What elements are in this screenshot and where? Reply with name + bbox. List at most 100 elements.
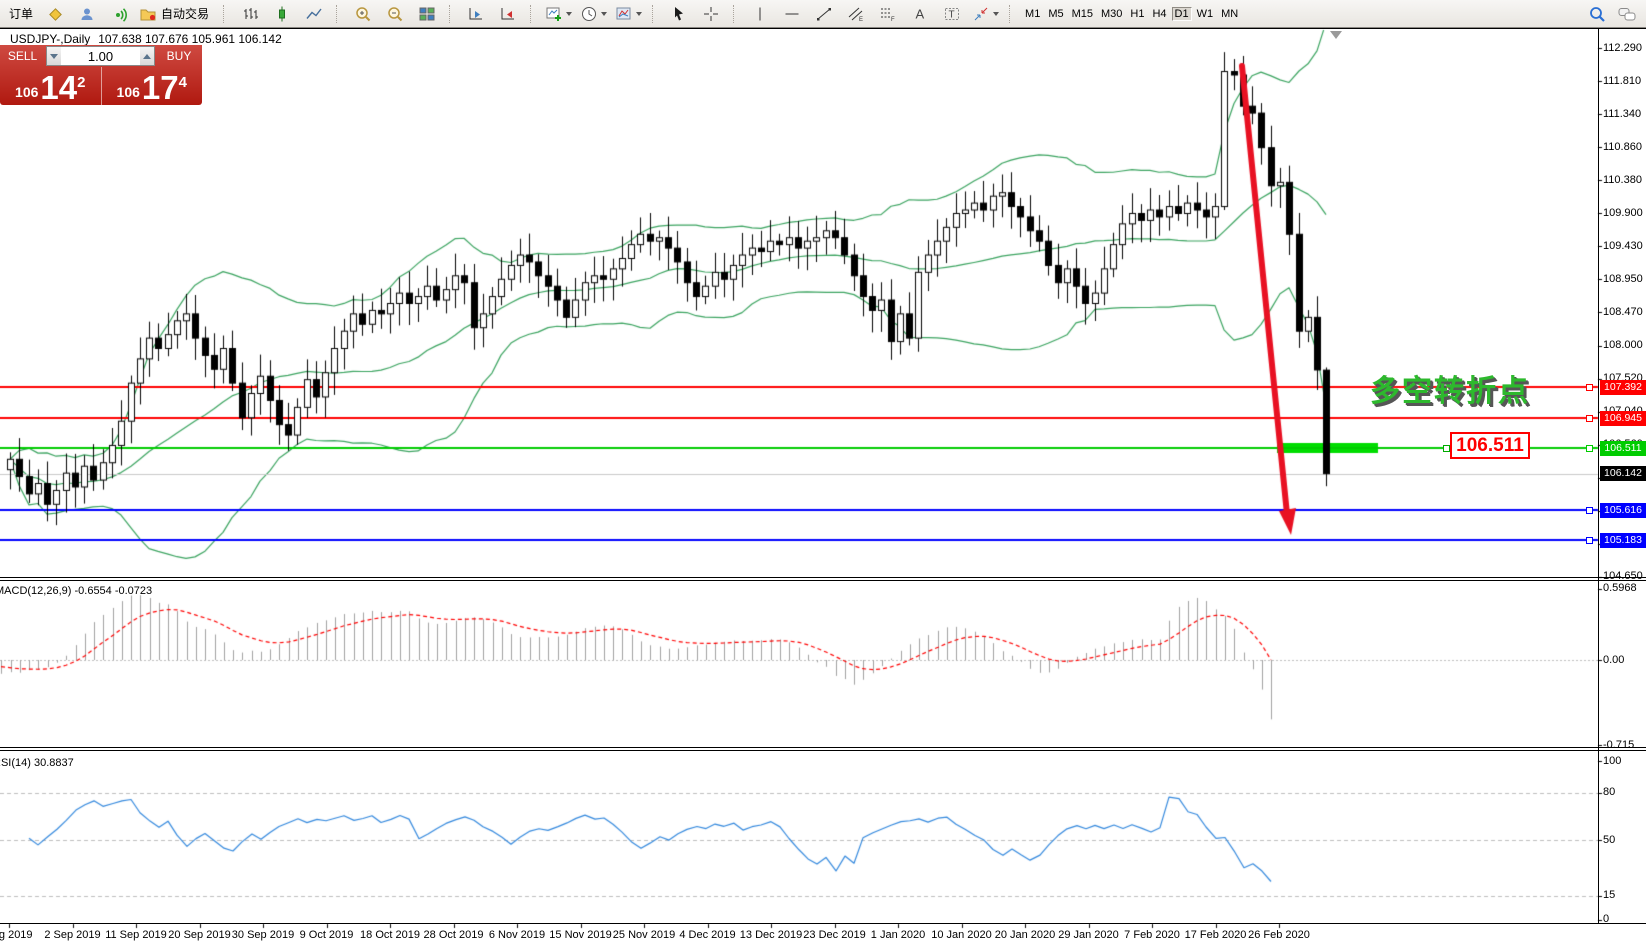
fibonacci-button[interactable]: F <box>873 2 903 26</box>
text-button[interactable]: A <box>905 2 935 26</box>
horizontal-line-button[interactable] <box>777 2 807 26</box>
line-endpoint-marker[interactable] <box>1586 414 1593 422</box>
timeframe-group: M1 M5 M15 M30 H1 H4 D1 W1 MN <box>1021 4 1242 24</box>
line-endpoint-marker[interactable] <box>1586 536 1593 544</box>
panel-separator[interactable] <box>0 750 1646 751</box>
price-axis-tick: 108.000 <box>1603 339 1643 352</box>
sell-button[interactable]: SELL <box>7 49 38 63</box>
hosting-cloud-icon <box>81 8 93 20</box>
search-button[interactable] <box>1582 2 1612 26</box>
line-endpoint-marker[interactable] <box>1586 506 1593 514</box>
text-label-button[interactable]: T <box>937 2 967 26</box>
signals-button[interactable] <box>104 2 134 26</box>
date-axis-label: 10 Jan 2020 <box>931 929 992 941</box>
timeframe-button-D1[interactable]: D1 <box>1171 6 1192 21</box>
callout-connector-marker[interactable] <box>1443 444 1450 452</box>
chart-shift-button[interactable] <box>493 2 523 26</box>
cursor-icon <box>675 6 684 20</box>
date-axis-label: 29 Jan 2020 <box>1058 929 1119 941</box>
rsi-label: RSI(14) 30.8837 <box>0 757 74 769</box>
crosshair-button[interactable] <box>696 2 726 26</box>
zoom-out-button[interactable] <box>380 2 410 26</box>
autotrading-button[interactable]: 自动交易 <box>136 2 216 26</box>
virtual-hosting-button[interactable] <box>72 2 102 26</box>
timeframe-button-H4[interactable]: H4 <box>1152 7 1167 20</box>
timeframe-button-M15[interactable]: M15 <box>1071 7 1093 20</box>
date-axis-label: 9 Oct 2019 <box>299 929 354 941</box>
price-axis-tick: 112.290 <box>1603 41 1642 54</box>
trendline-button[interactable] <box>809 2 839 26</box>
chat-bubbles-icon <box>1618 7 1636 20</box>
panel-separator[interactable] <box>0 580 1646 581</box>
timeframe-button-MN[interactable]: MN <box>1221 7 1239 20</box>
chart-top-border <box>0 28 1646 29</box>
metaeditor-button[interactable] <box>40 2 70 26</box>
price-tag[interactable]: 107.392 <box>1600 379 1646 395</box>
macd-axis-tick: 0.5968 <box>1603 582 1637 595</box>
chevron-down-icon <box>601 11 608 16</box>
buy-price[interactable]: 106 17 4 <box>116 69 187 106</box>
volume-input[interactable]: 1.00 <box>87 49 114 64</box>
search-icon <box>1590 6 1605 22</box>
price-axis-tick: 109.430 <box>1603 239 1643 252</box>
line-chart-button[interactable] <box>299 2 329 26</box>
date-axis-label: 26 Feb 2020 <box>1248 929 1310 941</box>
timeframe-button-M5[interactable]: M5 <box>1048 7 1064 20</box>
date-axis-label: 28 Oct 2019 <box>423 929 484 941</box>
new-chart-icon <box>546 7 562 21</box>
fibonacci-icon: F <box>881 8 895 23</box>
rsi-axis-tick: 50 <box>1603 833 1616 846</box>
sell-price[interactable]: 106 14 2 <box>0 67 102 105</box>
line-chart-icon <box>306 8 322 19</box>
price-tag[interactable]: 106.142 <box>1600 466 1646 482</box>
chart-autoscroll-button[interactable] <box>461 2 491 26</box>
date-axis-label: 17 Feb 2020 <box>1184 929 1247 941</box>
new-order-button[interactable]: 订单 <box>9 7 34 21</box>
svg-text:E: E <box>859 17 863 23</box>
price-tag[interactable]: 105.616 <box>1600 502 1646 518</box>
tile-windows-button[interactable] <box>412 2 442 26</box>
text-label-icon: T <box>945 7 960 20</box>
chat-button[interactable] <box>1612 2 1642 26</box>
new-chart-button[interactable] <box>542 2 575 26</box>
toolbar-right-group <box>1582 2 1642 26</box>
timeframe-button-M1[interactable]: M1 <box>1025 7 1041 20</box>
period-button[interactable] <box>577 2 610 26</box>
line-endpoint-marker[interactable] <box>1586 444 1593 452</box>
template-button[interactable] <box>612 2 645 26</box>
price-tag[interactable]: 105.183 <box>1600 532 1646 548</box>
chevron-down-icon <box>993 11 1000 16</box>
timeframe-button-M30[interactable]: M30 <box>1101 7 1123 20</box>
arrows-button[interactable] <box>969 2 1002 26</box>
price-tag[interactable]: 106.945 <box>1600 410 1646 426</box>
price-tag[interactable]: 106.511 <box>1600 440 1646 456</box>
clock-icon <box>582 6 597 21</box>
date-axis-label: 15 Nov 2019 <box>549 929 612 941</box>
price-callout-label[interactable]: 106.511 <box>1450 432 1530 459</box>
diamond-icon <box>49 7 62 21</box>
date-axis-label: 13 Dec 2019 <box>739 929 803 941</box>
toolbar-separator <box>652 4 657 23</box>
volume-increase-button[interactable] <box>140 47 154 65</box>
vertical-line-button[interactable] <box>745 2 775 26</box>
panel-separator[interactable] <box>0 747 1646 748</box>
price-axis-tick: 110.860 <box>1603 140 1642 153</box>
cursor-button[interactable] <box>664 2 694 26</box>
buy-button[interactable]: BUY <box>166 49 192 63</box>
timeframe-button-H1[interactable]: H1 <box>1130 7 1145 20</box>
panel-separator[interactable] <box>0 577 1646 578</box>
turning-point-annotation[interactable]: 多空转折点 <box>1370 375 1530 408</box>
toolbar: 订单 自动交易 <box>0 0 1646 28</box>
price-axis-tick: 108.470 <box>1603 305 1643 318</box>
line-endpoint-marker[interactable] <box>1586 383 1593 391</box>
timeframe-button-W1[interactable]: W1 <box>1196 7 1214 20</box>
volume-decrease-button[interactable] <box>47 47 61 65</box>
vertical-line-icon <box>759 7 761 20</box>
candlestick-chart-button[interactable] <box>267 2 297 26</box>
price-axis-tick: 109.900 <box>1603 206 1643 219</box>
bar-chart-button[interactable] <box>235 2 265 26</box>
zoom-in-button[interactable] <box>348 2 378 26</box>
chart-shift-marker-icon[interactable] <box>1330 31 1342 39</box>
channel-button[interactable]: E <box>841 2 871 26</box>
